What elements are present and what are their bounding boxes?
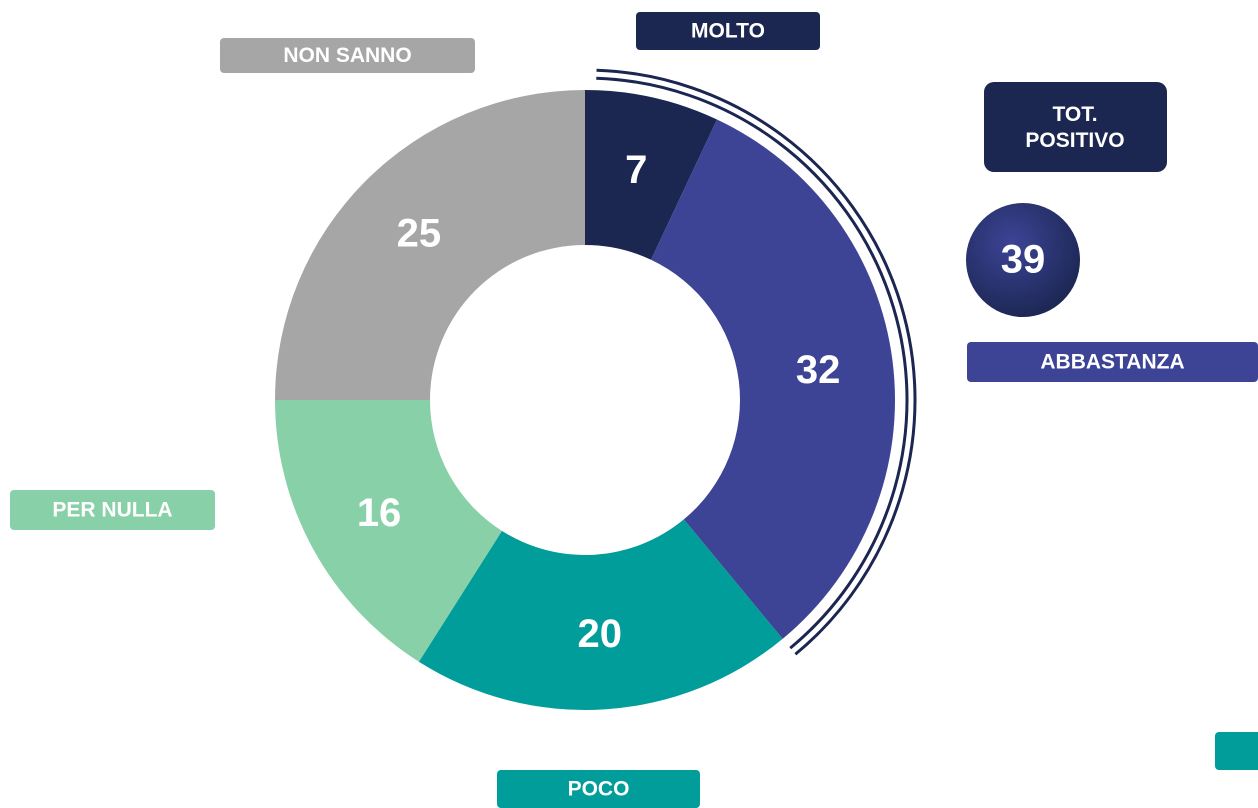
- category-label-box: [220, 38, 475, 73]
- category-label: ABBASTANZA: [1040, 351, 1184, 374]
- category-label: MOLTO: [691, 20, 765, 43]
- category-label: PER NULLA: [52, 499, 172, 522]
- total-arc: [596, 76, 909, 650]
- value-label: 7: [625, 148, 647, 192]
- category-label-box: [967, 342, 1258, 382]
- donut-segment: [418, 519, 783, 710]
- total-value: 39: [1001, 238, 1046, 282]
- total-arc: [596, 68, 917, 656]
- donut-segment: [585, 90, 717, 260]
- value-label: 25: [397, 211, 442, 255]
- category-label: POCO: [568, 778, 630, 801]
- total-value-circle: [966, 203, 1080, 317]
- donut-segment: [275, 400, 502, 662]
- category-label-box: [636, 12, 820, 50]
- value-label: 20: [578, 612, 623, 656]
- total-label: TOT. POSITIVO: [1025, 103, 1124, 152]
- total-label-box: [984, 82, 1167, 172]
- donut-segment: [275, 90, 585, 400]
- donut-segment: [650, 119, 895, 639]
- category-label-box: [497, 770, 700, 808]
- value-label: 32: [796, 348, 841, 392]
- category-label: NON SANNO: [283, 44, 411, 67]
- value-label: 16: [357, 491, 402, 535]
- category-label-box: [10, 490, 215, 530]
- cut-off-label-box: [1215, 732, 1258, 770]
